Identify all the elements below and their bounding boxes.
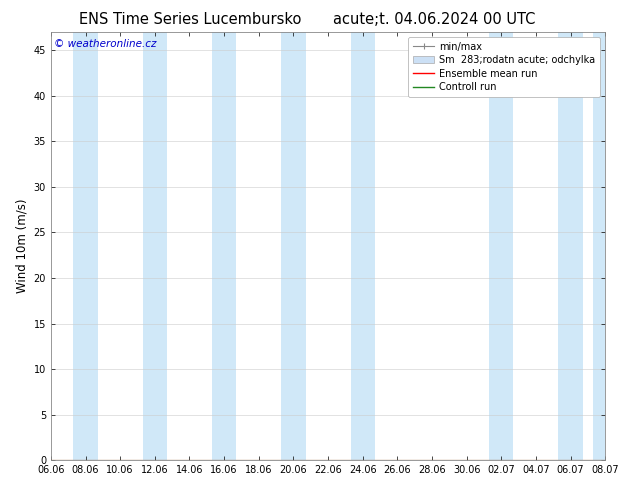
- Bar: [74, 32, 98, 460]
- Bar: [143, 32, 167, 460]
- Text: © weatheronline.cz: © weatheronline.cz: [54, 39, 156, 49]
- Bar: [593, 32, 605, 460]
- Y-axis label: Wind 10m (m/s): Wind 10m (m/s): [15, 199, 28, 294]
- Bar: [212, 32, 236, 460]
- Bar: [489, 32, 514, 460]
- Bar: [559, 32, 583, 460]
- Bar: [351, 32, 375, 460]
- Legend: min/max, Sm  283;rodatn acute; odchylka, Ensemble mean run, Controll run: min/max, Sm 283;rodatn acute; odchylka, …: [408, 37, 600, 97]
- Text: ENS Time Series Lucembursko: ENS Time Series Lucembursko: [79, 12, 301, 27]
- Bar: [281, 32, 306, 460]
- Text: acute;t. 04.06.2024 00 UTC: acute;t. 04.06.2024 00 UTC: [333, 12, 536, 27]
